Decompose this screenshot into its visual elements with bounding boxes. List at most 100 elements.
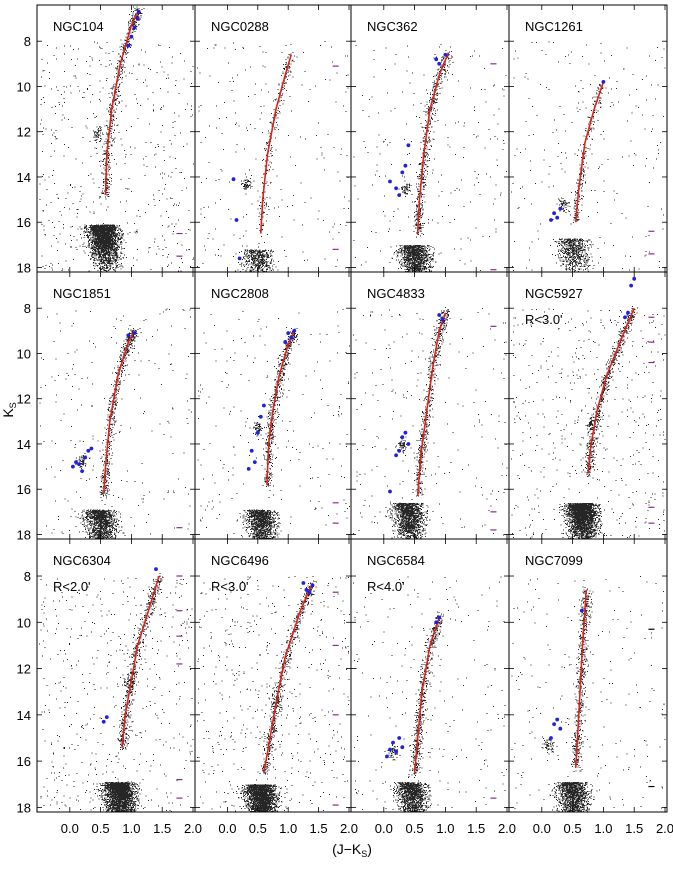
member-star <box>388 489 392 494</box>
panel-plot-area <box>511 276 666 539</box>
member-star <box>292 328 297 333</box>
member-star <box>394 453 398 458</box>
x-tick-label: 1.0 <box>122 821 140 836</box>
member-star <box>104 715 109 719</box>
y-tick-label: 14 <box>17 437 31 452</box>
x-tick-label: 1.0 <box>594 821 612 836</box>
y-tick-label: 12 <box>17 125 31 140</box>
x-tick-label: 0.5 <box>406 821 424 836</box>
panel-name-label: NGC7099 <box>525 553 583 568</box>
member-star <box>231 177 236 182</box>
member-star <box>74 460 78 464</box>
member-star <box>262 403 266 408</box>
cmd-panel: NGC4833 <box>350 271 510 540</box>
y-tick-label: 8 <box>24 34 31 49</box>
panel-plot-area <box>353 307 508 539</box>
member-star <box>437 615 442 620</box>
panel-plot-area <box>511 576 666 812</box>
member-star <box>443 52 448 57</box>
x-axis-label-close: ) <box>367 841 372 857</box>
x-tick-label: 1.0 <box>436 821 454 836</box>
member-star <box>629 283 633 288</box>
star-points <box>353 576 508 812</box>
panel-plot-area <box>39 6 194 272</box>
panel-radius-label: R<3.0' <box>211 579 249 594</box>
member-star <box>301 581 306 585</box>
x-tick-label: 0.0 <box>218 821 236 836</box>
member-star <box>252 460 257 464</box>
member-star <box>406 442 411 446</box>
member-star <box>307 590 312 595</box>
panel-name-label: NGC6584 <box>367 553 425 568</box>
panel-name-label: NGC1261 <box>525 19 583 34</box>
star-points <box>197 41 350 272</box>
member-star <box>126 333 131 338</box>
fiducial-line <box>574 81 605 223</box>
panel-plot-area <box>39 567 194 812</box>
fiducial-line <box>587 307 635 474</box>
member-star <box>403 430 408 435</box>
member-star <box>255 430 260 435</box>
member-star <box>397 736 402 740</box>
y-tick-label: 10 <box>17 615 31 630</box>
panel-name-label: NGC2808 <box>211 286 269 301</box>
cmd-panel: NGC6584 R<4.0' <box>350 538 510 813</box>
member-star <box>632 276 637 281</box>
cmd-panel: NGC5927 R<3.0' <box>508 271 668 540</box>
member-star <box>440 317 445 322</box>
x-tick-label: 0.0 <box>533 821 551 836</box>
member-star <box>77 462 81 467</box>
x-tick-label: 0.5 <box>249 821 267 836</box>
member-star <box>237 256 242 261</box>
member-star <box>129 34 134 39</box>
member-star <box>83 455 88 460</box>
x-axis-group: 0.0 0.5 1.0 1.5 2.0 0.0 0.5 1.0 1.5 2.0 0.0 0.5 1.0 1… <box>61 821 673 836</box>
star-points <box>511 41 666 272</box>
member-star <box>101 719 106 724</box>
panel-name-label: NGC4833 <box>367 286 425 301</box>
member-star <box>132 25 137 30</box>
y-axis-label-main: K <box>0 408 16 418</box>
member-star <box>549 218 553 222</box>
member-star <box>304 588 309 592</box>
y-axis-group: 8 10 12 14 16 18 8 10 12 14 16 18 8 10 12 14 16 18 <box>17 34 31 815</box>
cmd-panel: NGC104 <box>36 4 196 273</box>
panel-plot-area <box>197 576 350 812</box>
panel-name-label: NGC104 <box>53 19 104 34</box>
cmd-panel: NGC1261 <box>508 4 668 273</box>
x-tick-label: 2.0 <box>656 821 673 836</box>
x-tick-label: 1.5 <box>153 821 171 836</box>
member-star <box>394 749 398 754</box>
star-points <box>511 305 666 539</box>
member-star <box>388 179 392 184</box>
y-tick-label: 14 <box>17 708 31 723</box>
x-tick-label: 2.0 <box>340 821 358 836</box>
panel-name-label: NGC5927 <box>525 286 583 301</box>
y-axis-label-sub: S <box>8 402 18 408</box>
panel-plot-area <box>197 41 350 272</box>
member-star <box>626 310 630 315</box>
member-star <box>397 448 402 453</box>
y-tick-label: 18 <box>17 527 31 542</box>
member-star <box>126 43 131 48</box>
panel-name-label: NGC6496 <box>211 553 269 568</box>
panel-name-label: NGC6304 <box>53 553 111 568</box>
y-tick-label: 12 <box>17 662 31 677</box>
x-tick-label: 2.0 <box>498 821 516 836</box>
x-tick-label: 2.0 <box>184 821 202 836</box>
member-star <box>400 745 405 750</box>
panel-name-label: NGC0288 <box>211 19 269 34</box>
member-star <box>258 414 263 419</box>
fiducial-line <box>574 589 587 769</box>
member-star <box>132 331 137 335</box>
x-tick-label: 0.5 <box>564 821 582 836</box>
member-star <box>552 211 556 216</box>
member-star <box>136 9 141 14</box>
member-star <box>552 722 556 726</box>
y-tick-label: 8 <box>24 301 31 316</box>
panel-radius-label: R<4.0' <box>367 579 405 594</box>
panel-name-label: NGC1851 <box>53 286 111 301</box>
fiducial-line <box>416 52 450 234</box>
member-star <box>394 186 398 191</box>
